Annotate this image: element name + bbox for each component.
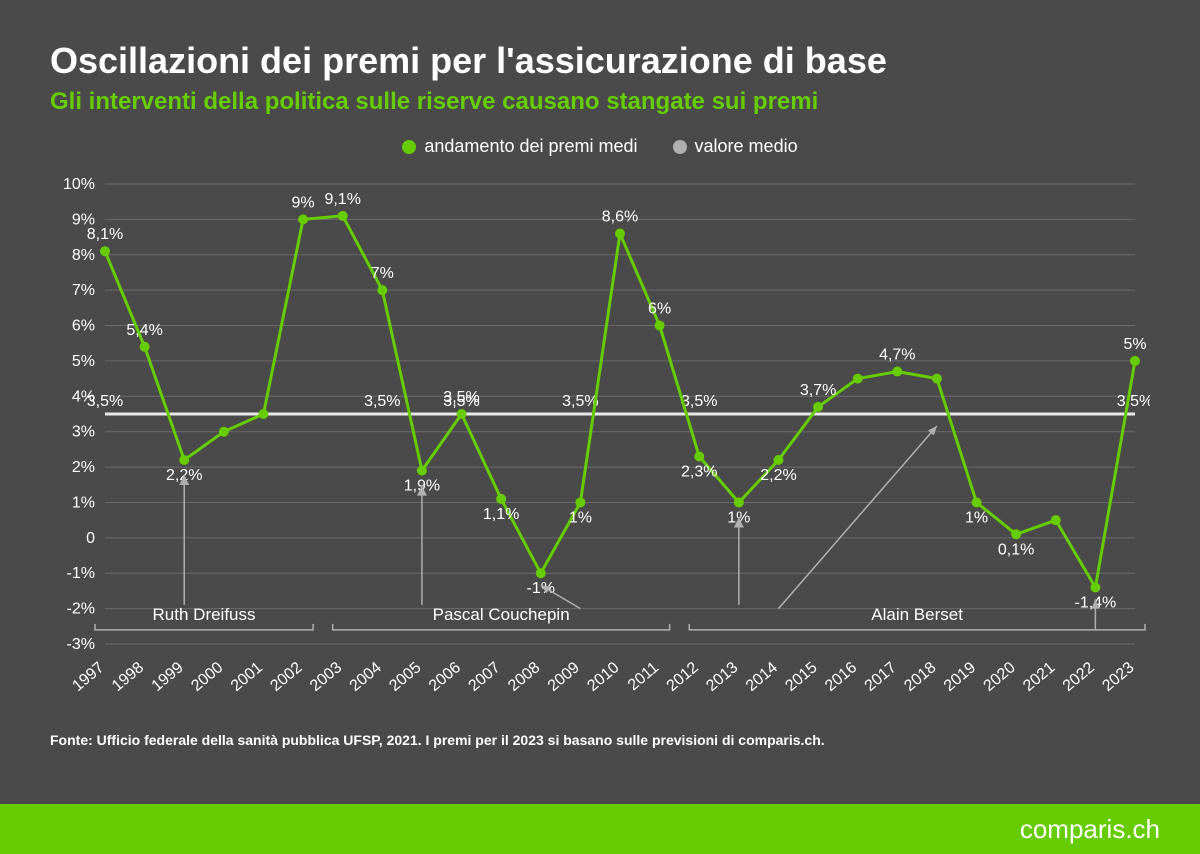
svg-text:0,1%: 0,1% [998,541,1034,558]
svg-text:1998: 1998 [109,658,147,694]
svg-text:3,5%: 3,5% [443,389,479,406]
svg-text:2015: 2015 [782,658,820,694]
svg-text:9%: 9% [292,194,315,211]
legend-dot-icon [673,140,687,154]
svg-text:7%: 7% [72,282,95,299]
svg-text:2008: 2008 [505,658,543,694]
svg-text:-3%: -3% [67,636,95,653]
svg-text:-1%: -1% [67,565,95,582]
svg-text:2019: 2019 [941,658,979,694]
svg-text:2010: 2010 [584,658,622,694]
svg-text:1%: 1% [72,494,95,511]
svg-text:-1%: -1% [527,580,555,597]
svg-text:0: 0 [86,529,95,546]
svg-text:3,5%: 3,5% [1117,393,1150,410]
chart-title: Oscillazioni dei premi per l'assicurazio… [50,40,1150,82]
legend-dot-icon [402,140,416,154]
svg-text:2021: 2021 [1020,658,1058,694]
svg-text:2,3%: 2,3% [681,463,717,480]
svg-text:2006: 2006 [426,658,464,694]
svg-text:5%: 5% [72,352,95,369]
svg-text:2000: 2000 [188,658,226,694]
svg-text:2007: 2007 [466,658,504,694]
line-chart: -3%-2%-1%01%2%3%4%5%6%7%8%9%10%3,5%3,5%3… [50,174,1150,714]
legend-item-series: andamento dei premi medi [402,136,637,157]
legend-label: valore medio [695,136,798,157]
svg-text:5%: 5% [1123,335,1146,352]
svg-text:2002: 2002 [267,658,305,694]
svg-text:3,5%: 3,5% [87,393,123,410]
svg-text:-2%: -2% [67,600,95,617]
svg-text:2,2%: 2,2% [760,467,796,484]
brand-logo: comparis.ch [1020,814,1160,845]
svg-text:2001: 2001 [228,658,266,694]
svg-text:8,6%: 8,6% [602,208,638,225]
legend: andamento dei premi medi valore medio [50,136,1150,159]
svg-text:1%: 1% [965,509,988,526]
svg-text:8,1%: 8,1% [87,226,123,243]
svg-text:4,7%: 4,7% [879,346,915,363]
svg-text:5,4%: 5,4% [126,321,162,338]
svg-text:2022: 2022 [1060,658,1098,694]
svg-text:2020: 2020 [981,658,1019,694]
svg-text:Ruth Dreifuss: Ruth Dreifuss [153,604,256,623]
svg-text:2013: 2013 [703,658,741,694]
svg-text:6%: 6% [648,300,671,317]
svg-text:2014: 2014 [743,658,781,694]
svg-text:10%: 10% [63,176,95,193]
svg-text:1,1%: 1,1% [483,505,519,522]
svg-text:2016: 2016 [822,658,860,694]
svg-text:9,1%: 9,1% [324,190,360,207]
svg-text:3,5%: 3,5% [681,393,717,410]
svg-text:2003: 2003 [307,658,345,694]
svg-text:7%: 7% [371,265,394,282]
svg-text:1997: 1997 [69,658,107,694]
svg-text:3,7%: 3,7% [800,381,836,398]
svg-text:2%: 2% [72,459,95,476]
svg-text:1999: 1999 [149,658,187,694]
svg-text:2009: 2009 [545,658,583,694]
svg-text:2017: 2017 [862,658,900,694]
svg-text:8%: 8% [72,246,95,263]
chart-subtitle: Gli interventi della politica sulle rise… [50,88,1150,116]
svg-text:2011: 2011 [625,658,662,693]
svg-text:Alain Berset: Alain Berset [871,604,963,623]
svg-text:2023: 2023 [1099,658,1137,694]
legend-item-mean: valore medio [673,136,798,157]
svg-text:3%: 3% [72,423,95,440]
svg-text:3,5%: 3,5% [364,393,400,410]
brand-footer: comparis.ch [0,804,1200,854]
svg-text:6%: 6% [72,317,95,334]
source-text: Fonte: Ufficio federale della sanità pub… [50,732,1150,748]
svg-text:1%: 1% [569,509,592,526]
svg-text:Pascal Couchepin: Pascal Couchepin [433,604,570,623]
svg-text:2018: 2018 [901,658,939,694]
chart-area: -3%-2%-1%01%2%3%4%5%6%7%8%9%10%3,5%3,5%3… [50,174,1150,714]
svg-text:2004: 2004 [347,658,385,694]
svg-text:2005: 2005 [386,658,424,694]
legend-label: andamento dei premi medi [424,136,637,157]
svg-text:2012: 2012 [664,658,702,694]
